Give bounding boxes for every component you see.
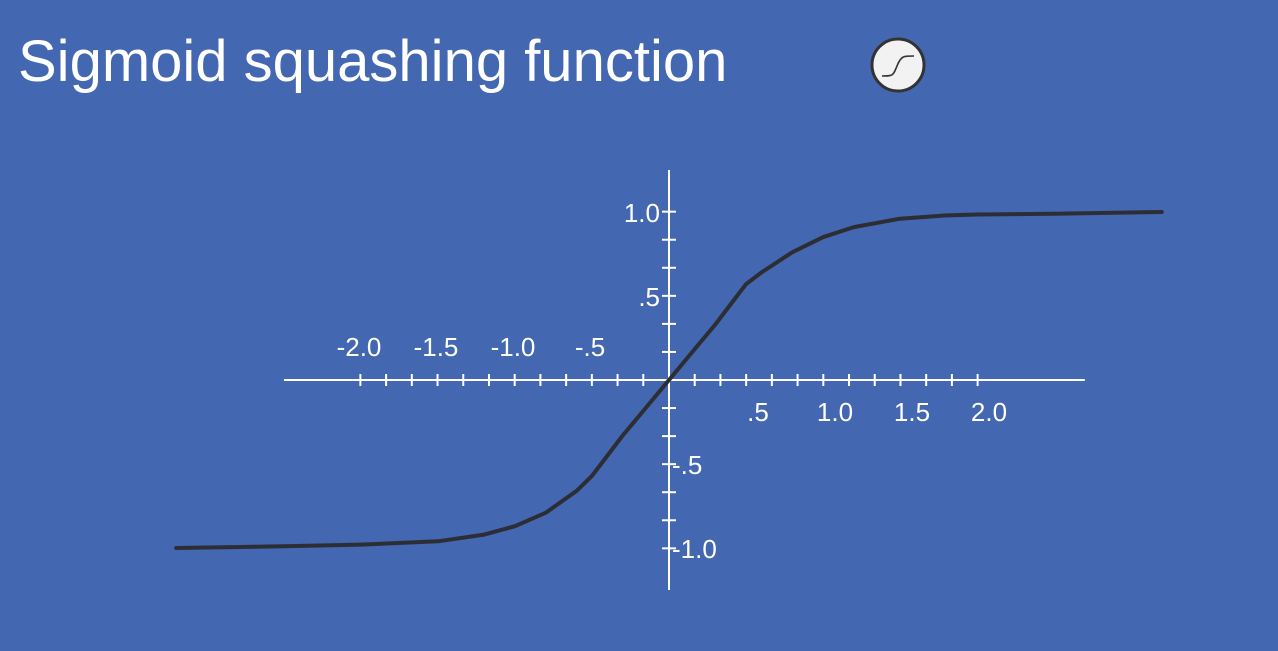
- slide-title: Sigmoid squashing function: [18, 29, 728, 94]
- x-tick-label: -1.0: [491, 332, 536, 362]
- y-tick-label: .5: [638, 282, 660, 312]
- chart-tick-labels: -2.0 -1.5 -1.0 -.5 .5 1.0 1.5 2.0 1.0 .5 -.5 -1.0: [337, 198, 1007, 564]
- x-tick-label: 2.0: [971, 397, 1007, 427]
- sigmoid-neuron-icon: [870, 37, 926, 93]
- x-tick-label: 1.5: [894, 397, 930, 427]
- x-tick-label: .5: [747, 397, 769, 427]
- y-tick-label: -.5: [672, 450, 702, 480]
- y-tick-label: 1.0: [624, 198, 660, 228]
- x-tick-label: -.5: [575, 332, 605, 362]
- x-tick-label: -2.0: [337, 332, 382, 362]
- chart-series: [174, 210, 1164, 550]
- chart-ticks: [359, 210, 979, 550]
- x-tick-label: -1.5: [414, 332, 459, 362]
- y-tick-label: -1.0: [672, 534, 717, 564]
- sigmoid-curve: [174, 210, 1164, 550]
- x-tick-label: 1.0: [817, 397, 853, 427]
- neuron-icon-curve: [881, 55, 915, 77]
- chart-axes: [284, 170, 1085, 590]
